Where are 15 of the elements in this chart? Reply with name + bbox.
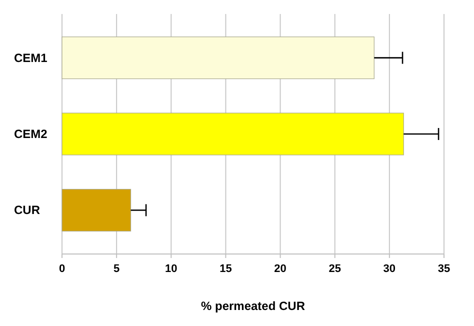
x-tick-label: 10 [165, 263, 178, 275]
bar [62, 112, 404, 156]
x-tick-label: 20 [274, 263, 286, 275]
x-axis-title: % permeated CUR [200, 299, 306, 313]
y-tick-label: CUR [14, 203, 40, 218]
x-tick-label: 15 [220, 263, 232, 275]
x-tick-label: 0 [58, 263, 66, 275]
x-tick-label: 30 [383, 263, 396, 275]
bar [62, 36, 374, 80]
bar [62, 188, 132, 232]
y-tick-label: CEM1 [14, 50, 48, 65]
x-tick-label: 5 [114, 263, 120, 275]
x-tick-label: 25 [328, 263, 341, 275]
y-tick-label: CEM2 [14, 127, 48, 141]
x-tick-label: 35 [438, 263, 450, 275]
